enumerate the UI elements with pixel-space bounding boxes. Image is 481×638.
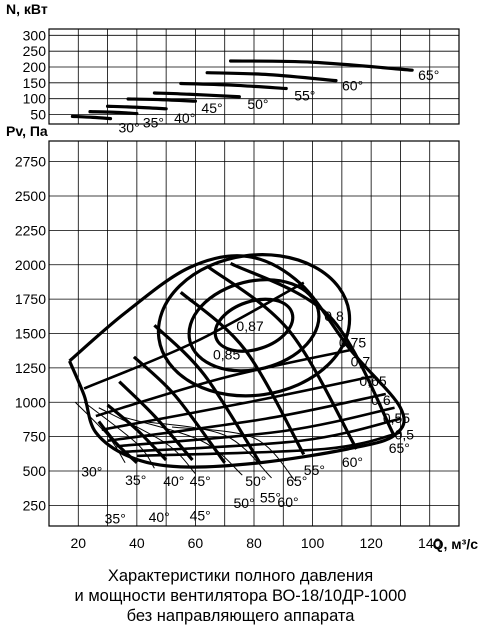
pressure-y-tick-label: 2750 — [15, 154, 46, 170]
pressure-angle-label: 30° — [81, 464, 102, 480]
surge-line — [98, 407, 196, 475]
pressure-angle-label: 55° — [304, 462, 325, 478]
power-angle-label: 55° — [294, 88, 315, 104]
power-y-tick-label: 100 — [23, 91, 47, 107]
efficiency-label: 0,55 — [383, 410, 410, 426]
power-curve — [179, 81, 288, 91]
pressure-curve — [229, 261, 396, 438]
pressure-y-tick-label: 500 — [23, 463, 47, 479]
pressure-curve — [206, 264, 358, 450]
surge-angle-label: 45° — [190, 508, 211, 524]
power-y-tick-label: 200 — [23, 59, 47, 75]
power-curve — [205, 71, 338, 83]
surge-angle-label: 55° — [260, 490, 281, 506]
efficiency-label: 0,75 — [339, 334, 366, 350]
pressure-angle-label: 65° — [389, 440, 410, 456]
power-plot-frame — [48, 28, 460, 125]
pressure-x-tick-label: 20 — [70, 535, 86, 551]
efficiency-line — [136, 431, 401, 458]
surge-angle-label: 50° — [234, 495, 255, 511]
power-curve — [105, 104, 168, 111]
surge-angle-label: 40° — [149, 509, 170, 525]
efficiency-line — [83, 281, 305, 390]
efficiency-label: 0,7 — [351, 354, 371, 370]
pressure-y-tick-label: 2500 — [15, 188, 46, 204]
pressure-angle-label: 60° — [342, 454, 363, 470]
power-angle-label: 40° — [174, 110, 195, 126]
efficiency-label: 0,8 — [324, 308, 344, 324]
pressure-plot-frame — [48, 140, 460, 527]
efficiency-label: 0,6 — [371, 392, 391, 408]
efficiency-label: 0,65 — [359, 373, 386, 389]
figure-caption: Характеристики полного давления и мощнос… — [0, 566, 481, 626]
pressure-x-tick-label: 60 — [188, 535, 204, 551]
power-y-tick-label: 300 — [23, 27, 47, 43]
pressure-y-tick-label: 750 — [23, 429, 47, 445]
efficiency-oval — [213, 297, 295, 353]
pressure-x-tick-label: 100 — [301, 535, 325, 551]
power-y-axis-title: N, кВт — [6, 1, 48, 17]
pressure-y-tick-label: 2250 — [15, 222, 46, 238]
efficiency-line — [95, 348, 351, 418]
power-curve — [88, 110, 139, 116]
power-curve — [70, 114, 113, 121]
power-curve — [228, 59, 414, 72]
pressure-x-tick-label: 140 — [418, 535, 442, 551]
power-angle-label: 35° — [143, 115, 164, 131]
power-angle-label: 45° — [201, 100, 222, 116]
pressure-y-tick-label: 1250 — [15, 360, 46, 376]
power-curve — [126, 97, 198, 103]
power-y-tick-label: 250 — [23, 43, 47, 59]
pressure-chart-panel: 250 500 750 1000 1250 1500 1750 2000 2250 2500 275… — [6, 123, 478, 552]
caption-line-2: и мощности вентилятора ВО-18/10ДР-1000 — [74, 587, 407, 605]
power-angle-label: 65° — [418, 67, 439, 83]
pressure-y-tick-label: 1000 — [15, 394, 46, 410]
surge-line — [142, 421, 272, 479]
surge-angle-label: 60° — [277, 494, 298, 510]
pressure-x-tick-label: 40 — [129, 535, 145, 551]
pressure-curve — [97, 420, 138, 464]
pressure-angle-label: 35° — [125, 472, 146, 488]
pressure-angle-label: 50° — [245, 473, 266, 489]
pressure-angle-label: 40° — [163, 473, 184, 489]
caption-line-3: без направляющего аппарата — [126, 607, 355, 625]
surge-angle-label: 65° — [286, 473, 307, 489]
pressure-x-tick-label: 80 — [246, 535, 262, 551]
efficiency-label: 0,87 — [236, 318, 263, 334]
efficiency-line — [101, 374, 375, 432]
surge-line — [83, 401, 155, 469]
pressure-y-tick-label: 1750 — [15, 291, 46, 307]
pressure-y-tick-label: 250 — [23, 497, 47, 513]
surge-line — [74, 401, 126, 464]
power-angle-label: 50° — [247, 96, 268, 112]
pressure-curve — [153, 324, 262, 464]
caption-line-1: Характеристики полного давления — [107, 567, 374, 585]
efficiency-label: 0,85 — [213, 347, 240, 363]
power-angle-label: 60° — [342, 78, 363, 94]
surge-line — [171, 426, 296, 481]
pressure-x-tick-label: 120 — [359, 535, 383, 551]
pressure-y-axis-title: Pv, Па — [6, 123, 48, 139]
pressure-curve — [179, 291, 306, 456]
power-y-tick-label: 50 — [30, 107, 46, 123]
pressure-x-axis-title: Q, м³/с — [433, 536, 479, 552]
efficiency-label: 0,5 — [395, 426, 415, 442]
power-y-tick-label: 150 — [23, 75, 47, 91]
pressure-curve — [106, 403, 168, 462]
pressure-curve — [118, 380, 194, 462]
pressure-y-tick-label: 2000 — [15, 257, 46, 273]
power-curve — [152, 91, 241, 99]
pressure-angle-label: 45° — [190, 473, 211, 489]
surge-line — [119, 415, 243, 476]
pressure-y-tick-label: 1500 — [15, 326, 46, 342]
power-angle-label: 30° — [119, 120, 140, 136]
surge-angle-label: 35° — [105, 510, 126, 526]
efficiency-line — [116, 406, 395, 448]
